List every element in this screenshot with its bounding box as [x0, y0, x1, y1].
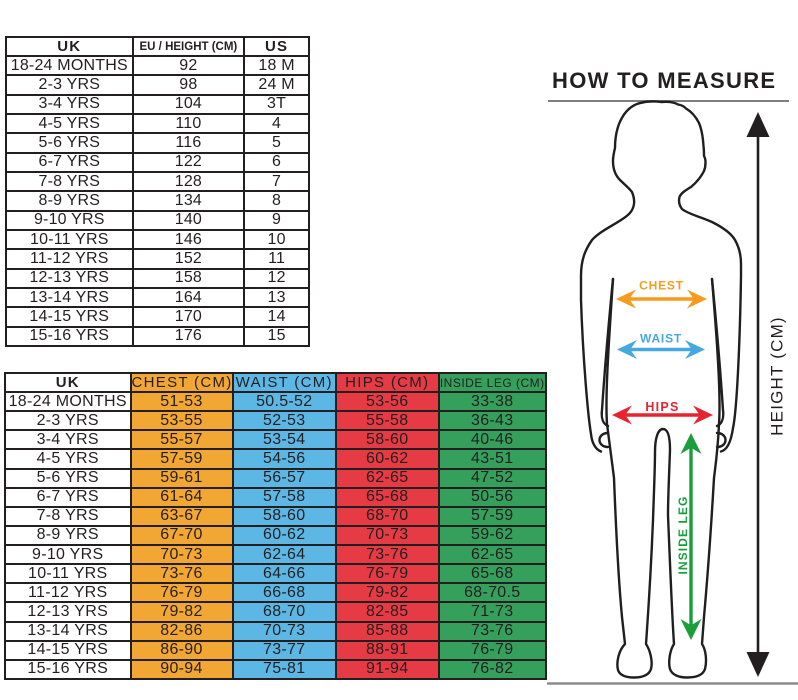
svg-text:HIPS: HIPS — [645, 400, 679, 414]
svg-text:INSIDE LEG: INSIDE LEG — [676, 495, 690, 574]
svg-text:WAIST: WAIST — [640, 332, 682, 346]
svg-text:CHEST: CHEST — [639, 279, 684, 293]
svg-text:HEIGHT (CM): HEIGHT (CM) — [768, 316, 787, 436]
